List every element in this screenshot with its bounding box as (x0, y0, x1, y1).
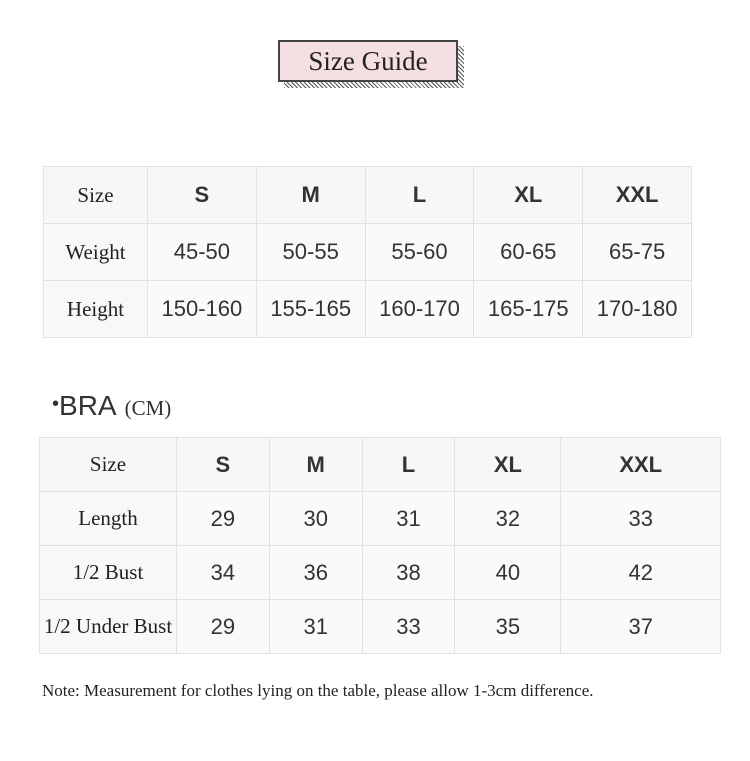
table-cell: 33 (560, 491, 721, 546)
column-header: M (255, 166, 366, 224)
table-cell: 34 (176, 545, 270, 600)
table-cell: 150-160 (147, 280, 257, 338)
table-cell: 60-65 (473, 223, 584, 281)
title-badge: Size Guide (278, 40, 464, 88)
table-cell: 29 (176, 599, 270, 654)
column-header: XXL (560, 437, 721, 492)
table-cell: 50-55 (255, 223, 366, 281)
row-label: Length (39, 491, 177, 546)
table-cell: 36 (268, 545, 363, 600)
column-header: S (176, 437, 270, 492)
section-unit: (CM) (124, 396, 172, 420)
table-row: 1/2 Bust 34 36 38 40 42 (39, 545, 721, 600)
header-row: Size S M L XL XXL (43, 166, 692, 224)
note: Note: Measurement for clothes lying on t… (42, 681, 594, 700)
table-cell: 165-175 (473, 280, 584, 338)
table-cell: 35 (454, 599, 562, 654)
column-header: M (268, 437, 363, 492)
table-cell: 38 (361, 545, 456, 600)
table-cell: 37 (560, 599, 721, 654)
table-cell: 45-50 (147, 223, 257, 281)
size-table: Size S M L XL XXL Weight 45-50 50-55 55-60 60-65 65… (43, 166, 692, 338)
table-cell: 170-180 (582, 280, 692, 338)
column-header: XL (473, 166, 584, 224)
row-label: 1/2 Under Bust (39, 599, 177, 654)
table-cell: 33 (361, 599, 456, 654)
table-cell: 155-165 (255, 280, 366, 338)
table-cell: 30 (268, 491, 363, 546)
table-cell: 32 (454, 491, 562, 546)
table-cell: 160-170 (364, 280, 475, 338)
bullet: • (52, 393, 60, 415)
table-cell: 65-75 (582, 223, 692, 281)
table-cell: 31 (361, 491, 456, 546)
row-label: Size (43, 166, 148, 224)
table-row: 1/2 Under Bust 29 31 33 35 37 (39, 599, 721, 654)
row-label: Height (43, 280, 148, 338)
column-header: L (361, 437, 456, 492)
header-row: Size S M L XL XXL (39, 437, 721, 492)
table-cell: 55-60 (364, 223, 475, 281)
table-cell: 31 (268, 599, 363, 654)
bra-table: Size S M L XL XXL Length 29 30 31 32 33 1/2 Bust 34 36… (39, 437, 721, 654)
column-header: S (147, 166, 257, 224)
title: Size Guide (278, 40, 458, 82)
table-cell: 40 (454, 545, 562, 600)
row-label: Weight (43, 223, 148, 281)
table-cell: 42 (560, 545, 721, 600)
row-label: Size (39, 437, 177, 492)
row-label: 1/2 Bust (39, 545, 177, 600)
table-row: Height 150-160 155-165 160-170 165-175 170-18… (43, 280, 692, 338)
column-header: XXL (582, 166, 692, 224)
column-header: XL (454, 437, 562, 492)
table-cell: 29 (176, 491, 270, 546)
section-heading: •BRA (CM) (52, 390, 171, 422)
table-row: Weight 45-50 50-55 55-60 60-65 65-75 (43, 223, 692, 281)
table-row: Length 29 30 31 32 33 (39, 491, 721, 546)
section-title: BRA (59, 390, 117, 421)
column-header: L (364, 166, 475, 224)
